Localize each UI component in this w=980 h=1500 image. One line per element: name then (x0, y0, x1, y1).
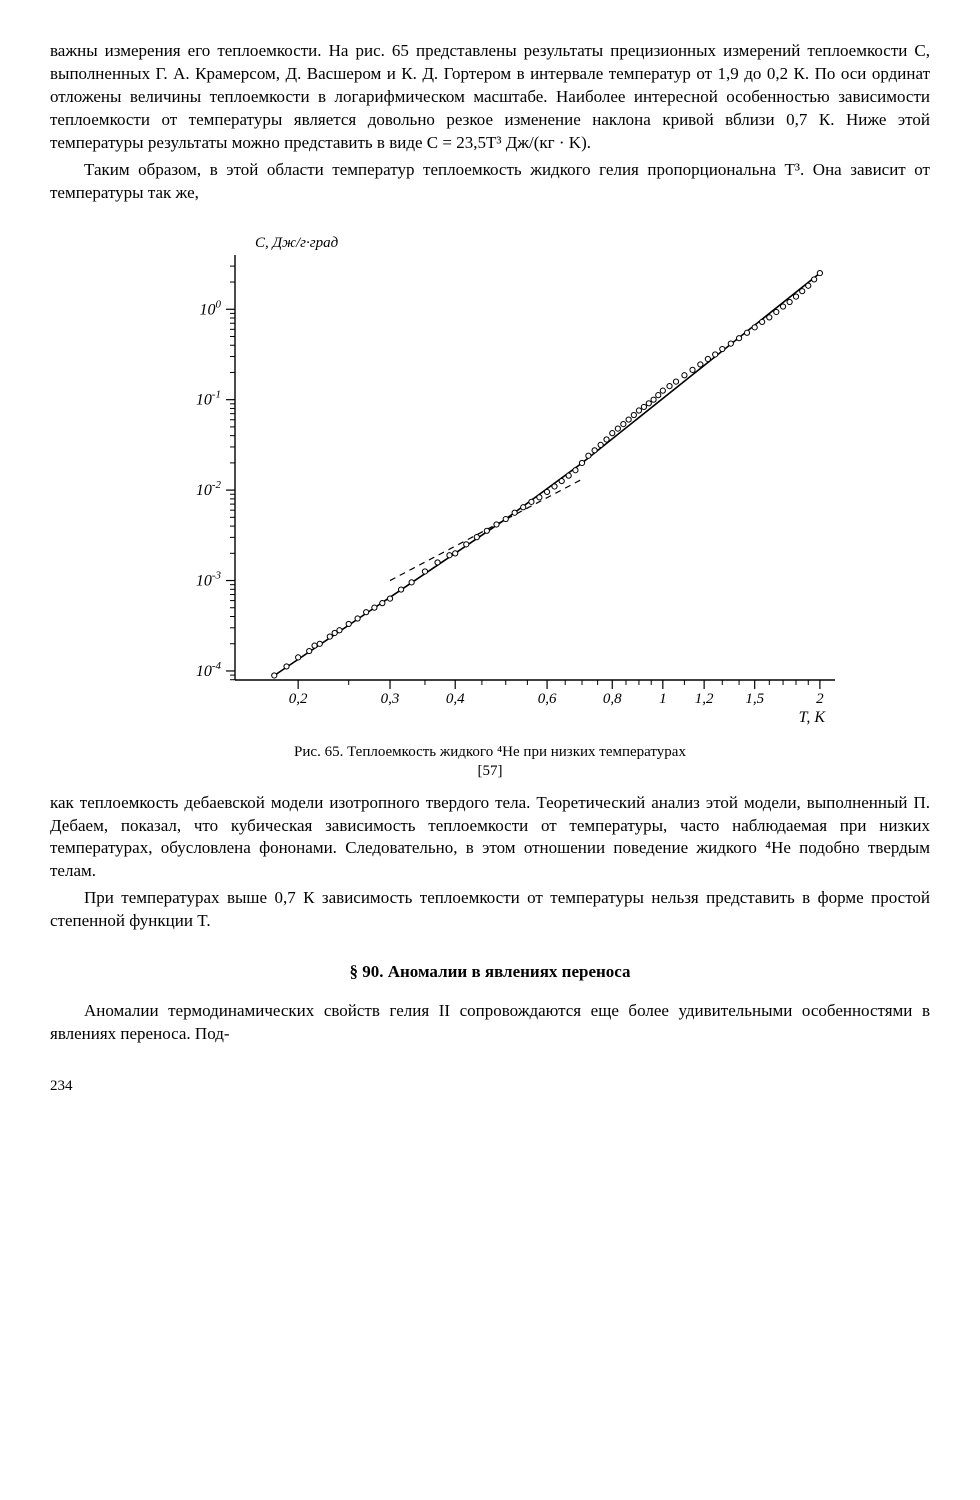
svg-text:1,2: 1,2 (695, 691, 714, 707)
page-number: 234 (50, 1076, 930, 1096)
svg-text:T, K: T, K (799, 709, 827, 726)
svg-text:0,6: 0,6 (538, 691, 557, 707)
svg-text:10-1: 10-1 (196, 388, 221, 408)
figure-caption-line2: [57] (478, 763, 503, 779)
paragraph-5: Аномалии термодинамических свойств гелия… (50, 1000, 930, 1046)
svg-text:2: 2 (816, 691, 824, 707)
svg-text:0,2: 0,2 (289, 691, 308, 707)
svg-text:C, Дж/г·град: C, Дж/г·град (255, 235, 339, 251)
paragraph-1: важны измерения его теплоемкости. На рис… (50, 40, 930, 155)
paragraph-3: как теплоемкость дебаевской модели изотр… (50, 792, 930, 884)
svg-text:10-4: 10-4 (196, 660, 222, 680)
figure-65: 10-4 10-3 10-2 10-1 100 0,2 0,3 0,4 0,6 0,8 1 1,2 1,… (50, 225, 930, 782)
svg-text:10-3: 10-3 (196, 569, 222, 589)
paragraph-2: Таким образом, в этой области температур… (50, 159, 930, 205)
svg-text:100: 100 (200, 298, 222, 318)
section-90-heading: § 90. Аномалии в явлениях переноса (50, 961, 930, 984)
figure-caption-line1: Рис. 65. Теплоемкость жидкого ⁴He при ни… (294, 744, 686, 760)
figure-caption: Рис. 65. Теплоемкость жидкого ⁴He при ни… (50, 743, 930, 782)
heat-capacity-chart: 10-4 10-3 10-2 10-1 100 0,2 0,3 0,4 0,6 0,8 1 1,2 1,… (130, 225, 850, 735)
svg-text:1,5: 1,5 (745, 691, 764, 707)
svg-text:1: 1 (659, 691, 667, 707)
svg-text:0,4: 0,4 (446, 691, 465, 707)
svg-text:10-2: 10-2 (196, 479, 222, 499)
svg-text:0,3: 0,3 (381, 691, 400, 707)
svg-text:0,8: 0,8 (603, 691, 622, 707)
paragraph-4: При температурах выше 0,7 К зависимость … (50, 887, 930, 933)
